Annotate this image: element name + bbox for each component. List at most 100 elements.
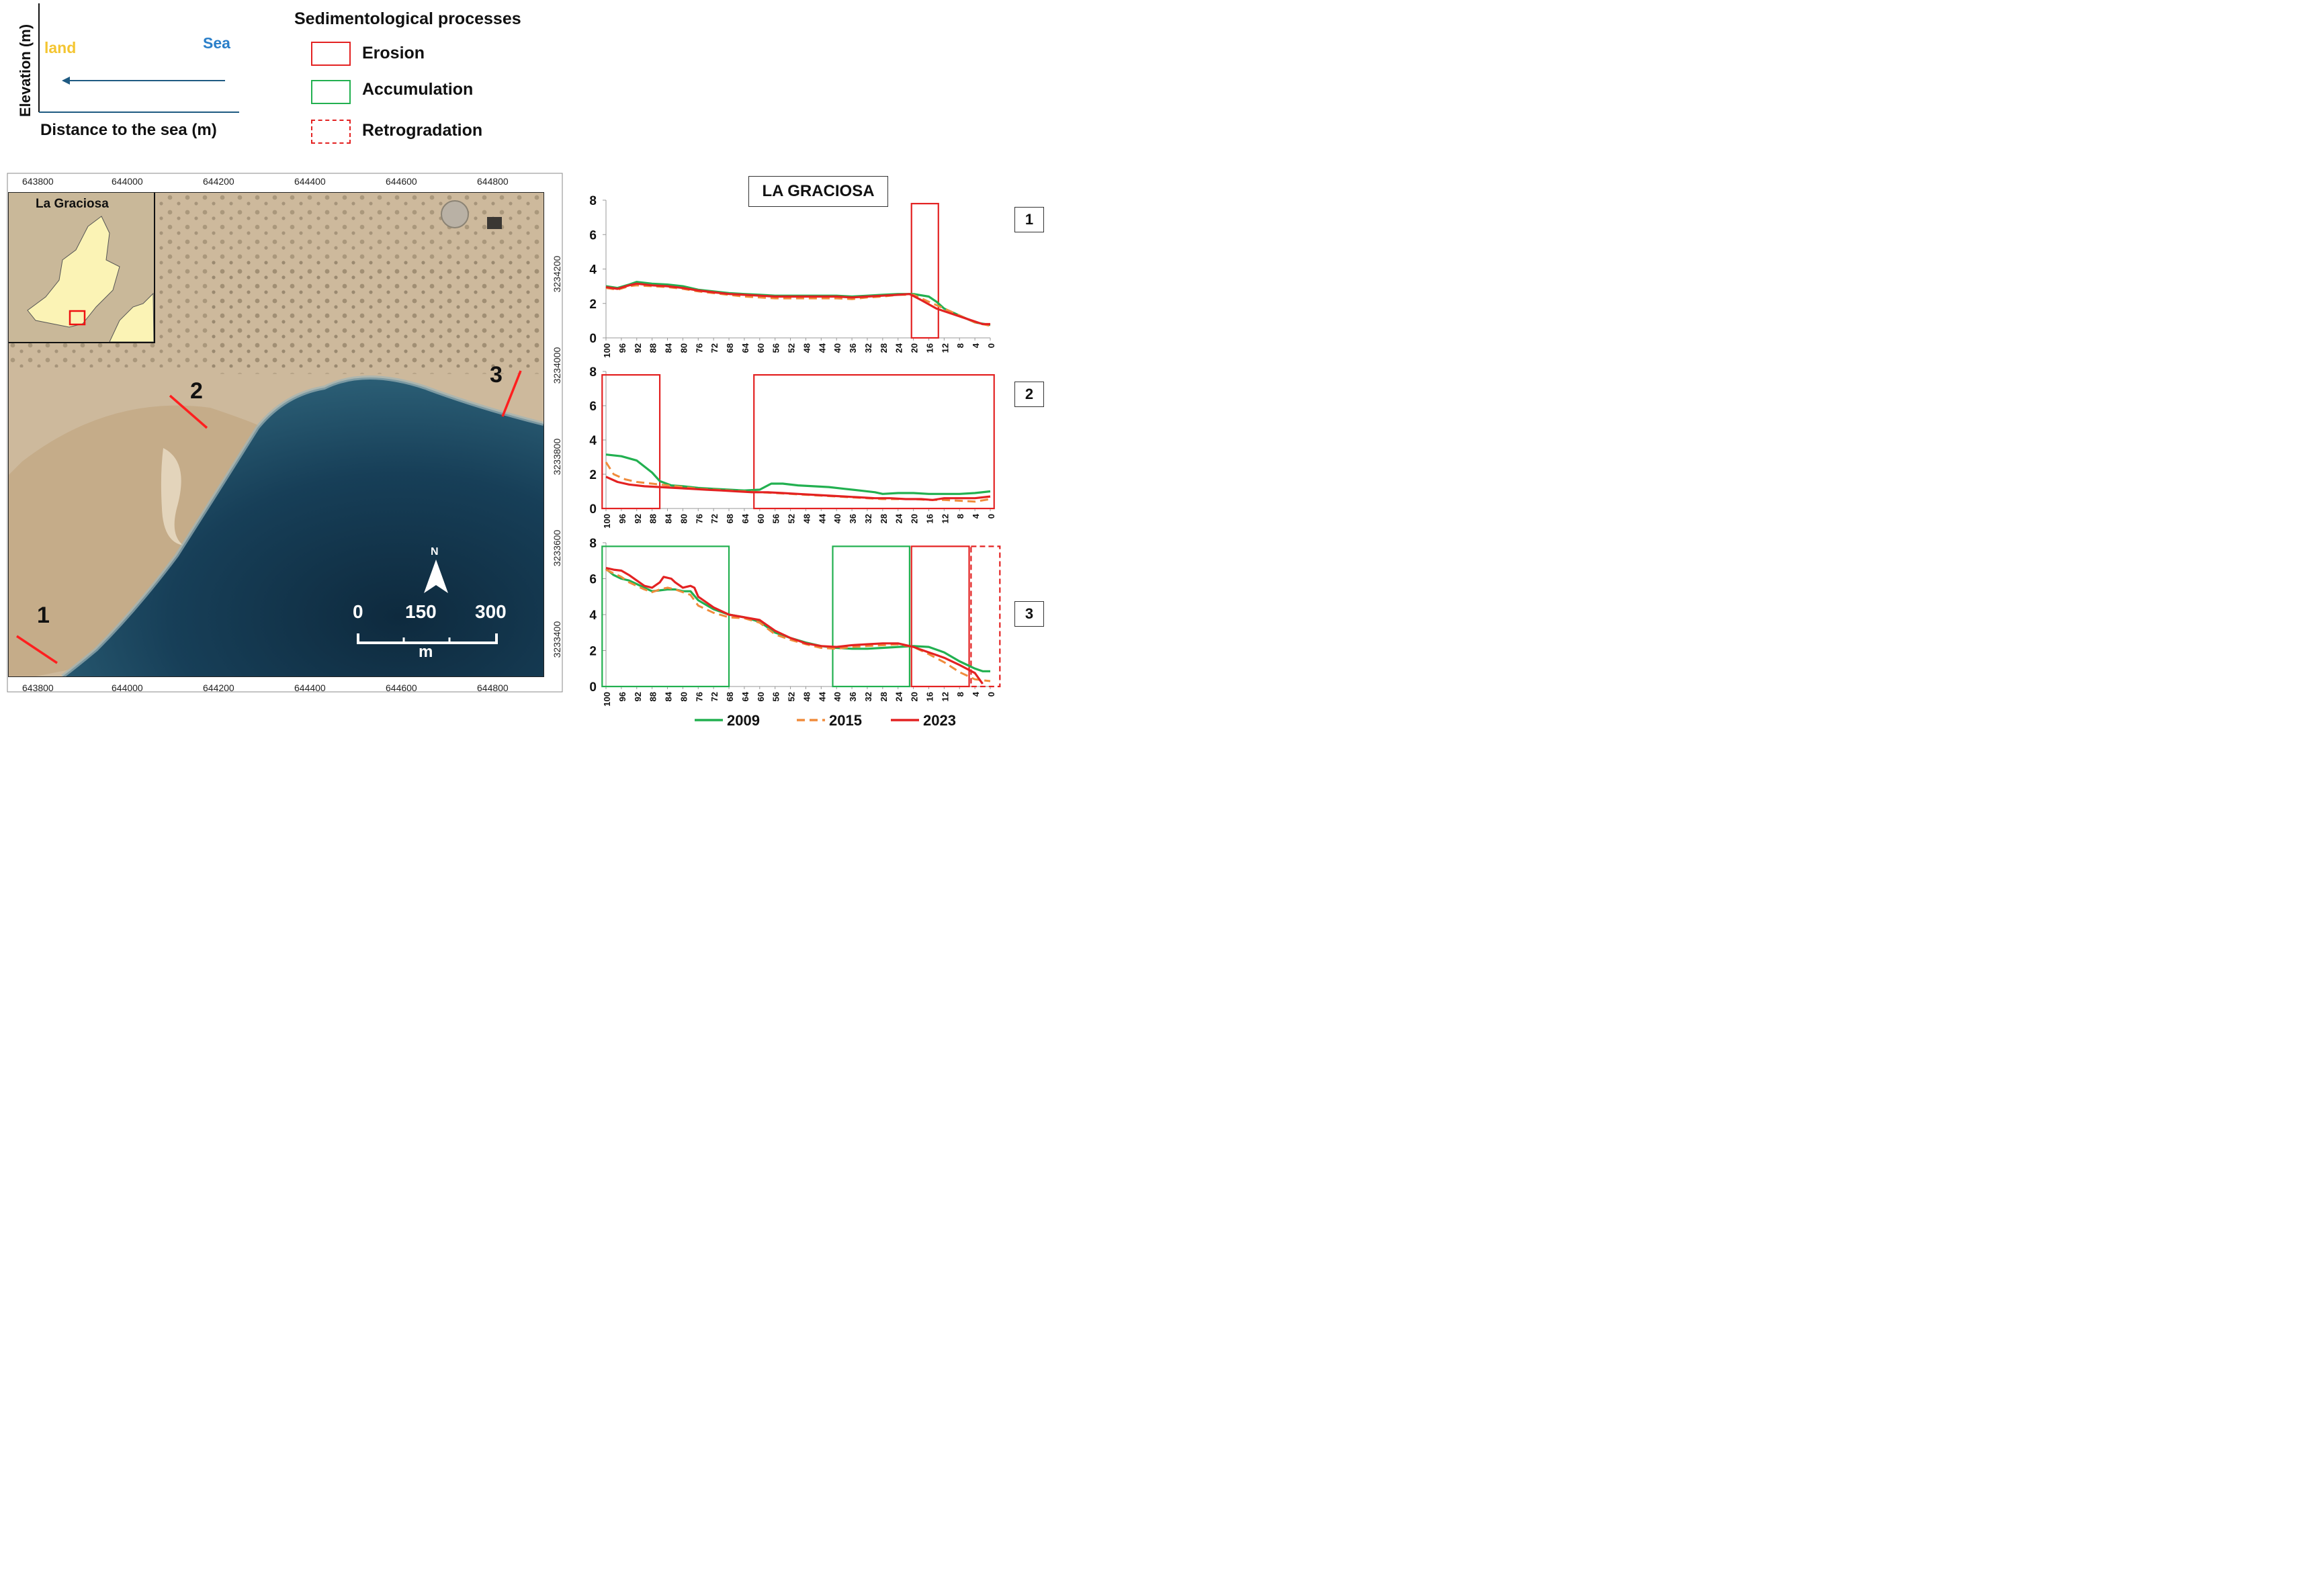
x-tick-label: 20 — [910, 514, 920, 523]
legend-title: Sedimentological processes — [294, 9, 521, 28]
map-x-tick-bottom: 644000 — [112, 682, 143, 693]
x-tick-label: 24 — [894, 343, 904, 353]
x-tick-label: 60 — [756, 343, 766, 353]
series-line-2023 — [605, 566, 984, 684]
x-tick-label: 100 — [602, 514, 612, 529]
x-tick-label: 96 — [617, 692, 627, 701]
scale-label-0: 0 — [353, 601, 363, 622]
x-tick-label: 88 — [648, 692, 658, 701]
x-tick-label: 88 — [648, 514, 658, 523]
x-tick-label: 76 — [694, 514, 704, 523]
x-tick-label: 56 — [771, 692, 781, 701]
x-tick-label: 32 — [863, 343, 873, 353]
map-profile-line-3 — [501, 370, 522, 417]
x-tick-label: 20 — [910, 692, 920, 701]
series-line-2023 — [605, 282, 990, 326]
y-tick-label: 0 — [589, 332, 597, 346]
north-label: N — [431, 546, 439, 558]
map-x-tick-top: 644600 — [386, 176, 417, 187]
x-tick-label: 100 — [602, 343, 612, 358]
legend-label-retrogradation: Retrogradation — [362, 121, 483, 140]
y-tick-label: 6 — [589, 573, 597, 587]
map-x-tick-bottom: 644400 — [294, 682, 326, 693]
x-tick-label: 40 — [832, 343, 842, 353]
y-tick-label: 0 — [589, 680, 597, 695]
legend-swatch-erosion — [311, 42, 351, 66]
accumulation-box — [832, 545, 910, 688]
x-tick-label: 64 — [740, 513, 750, 523]
x-tick-label: 36 — [848, 343, 858, 353]
x-tick-label: 72 — [709, 343, 720, 353]
y-tick-label: 4 — [589, 434, 597, 448]
x-tick-label: 88 — [648, 343, 658, 353]
schematic-arrowhead — [62, 77, 70, 85]
erosion-box — [910, 545, 970, 688]
map-profile-label-1: 1 — [37, 603, 50, 628]
y-tick-label: 2 — [589, 298, 597, 312]
x-tick-label: 16 — [924, 692, 935, 701]
y-tick-label: 6 — [589, 228, 597, 242]
x-tick-label: 80 — [679, 692, 689, 701]
x-tick-label: 20 — [910, 343, 920, 353]
map-x-tick-top: 643800 — [22, 176, 54, 187]
x-tick-label: 68 — [725, 514, 735, 523]
x-tick-label: 72 — [709, 514, 720, 523]
map-x-tick-bottom: 644600 — [386, 682, 417, 693]
x-tick-label: 8 — [955, 514, 965, 519]
panel-title-box: LA GRACIOSA — [748, 176, 888, 207]
legend-swatch-accumulation — [311, 80, 351, 104]
y-tick-label: 8 — [589, 365, 597, 380]
profile-number-2: 2 — [1014, 382, 1044, 407]
x-tick-label: 24 — [894, 513, 904, 523]
x-tick-label: 36 — [848, 514, 858, 523]
x-tick-label: 84 — [664, 513, 674, 523]
map-outer-frame — [7, 173, 563, 693]
north-arrow: N — [421, 546, 451, 600]
series-line-2009 — [605, 453, 991, 495]
x-tick-label: 68 — [725, 343, 735, 353]
x-tick-label: 12 — [940, 343, 950, 353]
x-tick-label: 56 — [771, 343, 781, 353]
erosion-box — [910, 203, 939, 339]
x-tick-label: 0 — [986, 692, 996, 697]
x-tick-label: 84 — [664, 691, 674, 701]
accumulation-box — [601, 545, 730, 688]
x-tick-label: 40 — [832, 514, 842, 523]
map-circular-structure — [441, 200, 469, 228]
x-tick-label: 60 — [756, 514, 766, 523]
x-tick-label: 76 — [694, 692, 704, 701]
x-tick-label: 96 — [617, 343, 627, 353]
x-tick-label: 100 — [602, 692, 612, 707]
y-tick-label: 2 — [589, 468, 597, 482]
x-tick-label: 40 — [832, 692, 842, 701]
x-tick-label: 12 — [940, 692, 950, 701]
legend-label-erosion: Erosion — [362, 44, 425, 62]
x-tick-label: 80 — [679, 514, 689, 523]
schematic-land-label: land — [44, 39, 77, 56]
x-tick-label: 48 — [801, 692, 812, 701]
x-tick-label: 52 — [787, 514, 797, 523]
x-tick-label: 16 — [924, 514, 935, 523]
inset-island — [27, 216, 155, 343]
y-tick-label: 4 — [589, 609, 597, 623]
map-profile-label-3: 3 — [490, 362, 503, 388]
y-tick-label: 8 — [589, 194, 597, 208]
x-tick-label: 16 — [924, 343, 935, 353]
map-profile-label-2: 2 — [190, 378, 203, 404]
scale-bar — [357, 633, 498, 644]
map-x-tick-bottom: 643800 — [22, 682, 54, 693]
x-tick-label: 80 — [679, 343, 689, 353]
map-x-tick-bottom: 644200 — [203, 682, 234, 693]
map-x-tick-bottom: 644800 — [477, 682, 509, 693]
series-line-2023 — [605, 476, 991, 501]
x-tick-label: 28 — [879, 692, 889, 701]
inset-locator-box — [69, 310, 86, 326]
x-tick-label: 32 — [863, 514, 873, 523]
x-tick-label: 44 — [817, 343, 827, 353]
map-profile-line-2 — [169, 394, 208, 429]
x-tick-label: 12 — [940, 514, 950, 523]
legend-label-accumulation: Accumulation — [362, 80, 474, 99]
map-x-tick-top: 644200 — [203, 176, 234, 187]
y-tick-label: 8 — [589, 537, 597, 551]
